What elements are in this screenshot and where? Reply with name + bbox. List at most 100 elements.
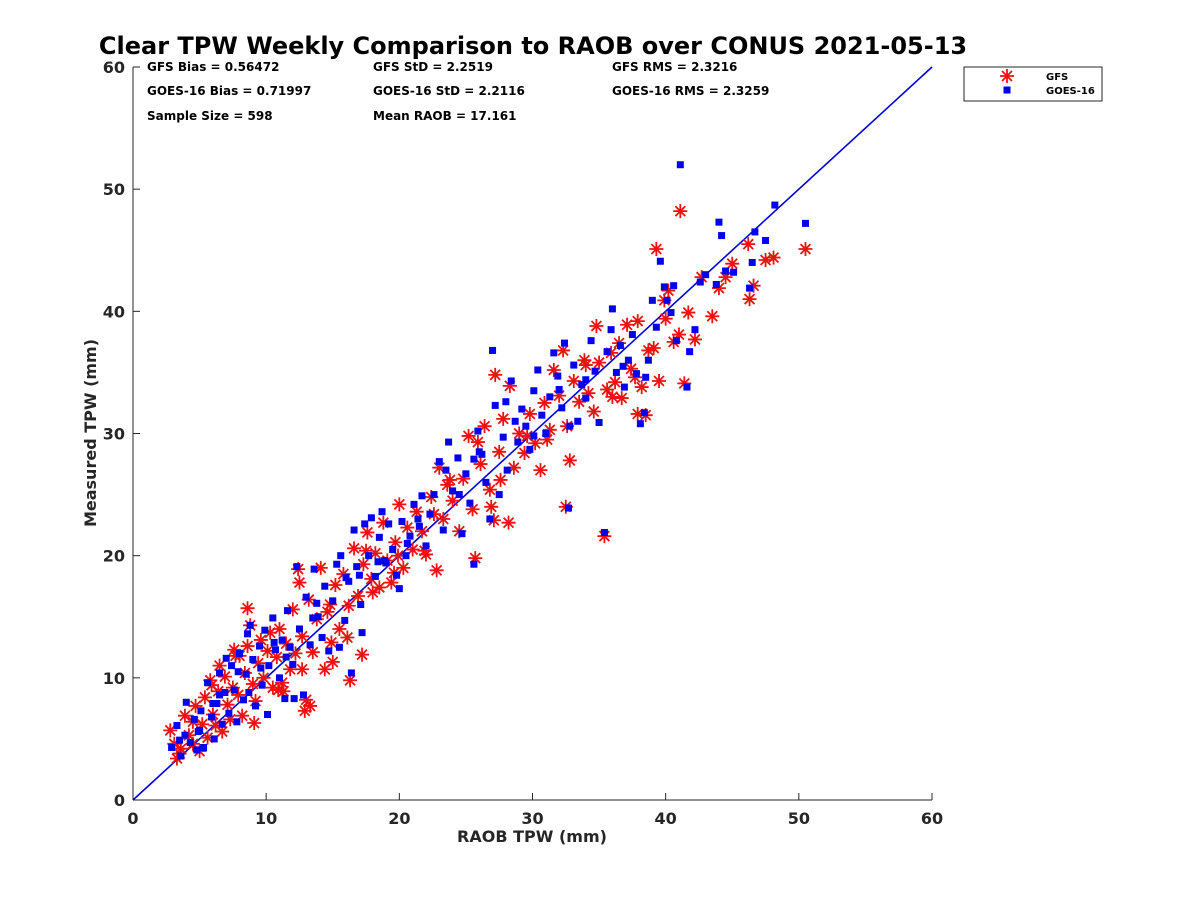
goes16-point [546,393,554,401]
gfs-point [396,560,411,575]
goes16-point [526,445,534,453]
gfs-point [614,391,629,406]
goes16-point [313,599,321,607]
gfs-point [512,426,527,441]
gfs-point [356,557,371,572]
goes16-point [607,326,615,334]
stat-text: Sample Size = 598 [147,109,273,123]
gfs-point [256,670,271,685]
goes16-point [558,404,566,412]
gfs-point [608,375,623,390]
goes16-point [342,574,350,582]
goes16-point [208,713,216,721]
gfs-point [542,422,557,437]
goes16-point [333,560,341,568]
gfs-point [409,504,424,519]
goes16-point [582,376,590,384]
goes16-point [430,491,438,499]
goes16-point [350,526,358,534]
gfs-point [167,736,182,751]
stat-text: GFS Bias = 0.56472 [147,60,279,74]
goes16-point [530,432,538,440]
goes16-point [261,626,269,634]
gfs-point [217,669,232,684]
goes16-point [302,593,310,601]
goes16-point [358,629,366,637]
gfs-point [461,428,476,443]
gfs-point [181,728,196,743]
legend-goes16-marker [1003,86,1011,94]
gfs-point [630,314,645,329]
legend: GFS GOES-16 [963,66,1103,102]
goes16-point [269,614,277,622]
legend-goes16-label: GOES-16 [1046,86,1095,97]
goes16-point [670,282,678,290]
gfs-point [661,283,676,298]
gfs-point [711,281,726,296]
goes16-point [458,530,466,538]
goes16-point [306,641,314,649]
gfs-point [359,543,374,558]
stat-text: GOES-16 RMS = 2.3259 [612,84,769,98]
gfs-point [405,542,420,557]
goes16-point [335,643,343,651]
legend-box [963,66,1103,102]
goes16-point [290,695,298,703]
gfs-point [671,327,686,342]
goes16-point [345,577,353,585]
gfs-point [628,370,643,385]
y-tick-label: 40 [103,302,125,321]
gfs-point [388,535,403,550]
goes16-point [554,372,562,380]
goes16-point [365,552,373,560]
goes16-point [722,267,730,275]
goes16-point [762,236,770,244]
gfs-point [546,362,561,377]
goes16-point [691,326,699,334]
goes16-point [371,572,379,580]
gfs-point [279,636,294,651]
stat-text: GOES-16 Bias = 0.71997 [147,84,311,98]
gfs-point [552,388,567,403]
legend-gfs-label: GFS [1046,72,1068,83]
goes16-point [718,232,726,240]
goes16-point [233,718,241,726]
goes16-point [181,731,189,739]
goes16-point [234,668,242,676]
goes16-point [748,258,756,266]
gfs-point [336,566,351,581]
goes16-point [608,305,616,313]
goes16-point [357,601,365,609]
goes16-point [442,466,450,474]
goes16-point [177,752,185,760]
goes16-point [209,699,217,707]
gfs-point [677,376,692,391]
gfs-point [486,513,501,528]
goes16-point [283,607,291,615]
gfs-point [351,588,366,603]
goes16-point [197,707,205,715]
gfs-point [376,515,391,530]
gfs-point [502,378,517,393]
goes16-point [555,386,563,394]
gfs-point [265,680,280,695]
gfs-point [271,683,286,698]
x-tick-label: 10 [255,809,277,828]
gfs-point [649,242,664,257]
gfs-point [260,643,275,658]
goes16-point [499,433,507,441]
gfs-point [705,309,720,324]
goes16-point [801,219,809,227]
goes16-point [462,470,470,478]
legend-goes16-square [1003,86,1011,94]
gfs-point [572,394,587,409]
gfs-point [718,270,733,285]
goes16-point [730,268,738,276]
goes16-point [587,337,595,345]
gfs-point [798,242,813,257]
goes16-point [168,743,176,751]
gfs-point [211,684,226,699]
goes16-point [393,571,401,579]
goes16-point [503,466,511,474]
series-goes16 [168,161,809,760]
